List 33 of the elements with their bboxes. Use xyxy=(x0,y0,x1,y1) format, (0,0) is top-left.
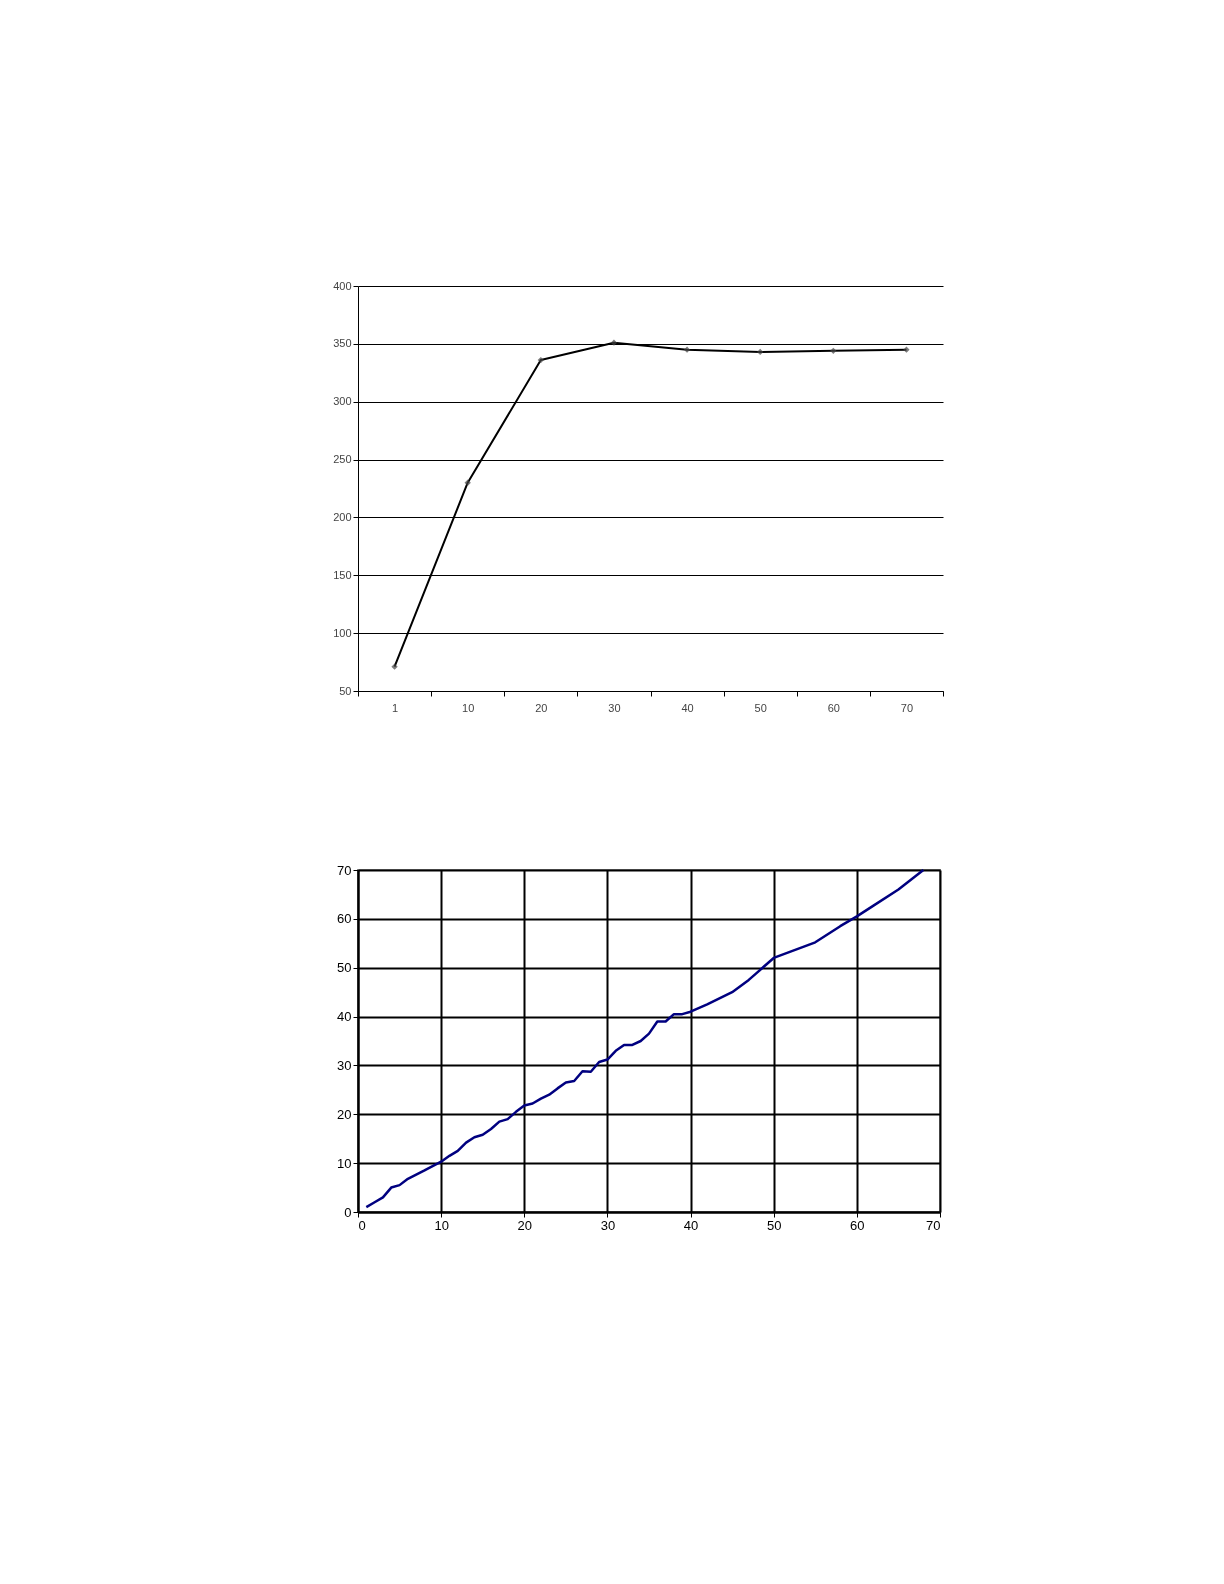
x-tick-label: 1 xyxy=(392,701,399,714)
y-tick-label: 200 xyxy=(333,510,352,523)
x-tick-label: 70 xyxy=(926,1217,941,1233)
x-tick-label: 40 xyxy=(683,1217,699,1233)
x-tick-label: 50 xyxy=(754,701,767,714)
y-tick-label: 30 xyxy=(337,1057,352,1073)
x-tick-label: 30 xyxy=(600,1217,616,1233)
y-tick-label: 400 xyxy=(333,279,352,292)
y-tick-label: 350 xyxy=(333,337,352,350)
y-tick-label: 50 xyxy=(337,960,352,976)
x-tick-label: 10 xyxy=(462,701,475,714)
y-tick-label: 100 xyxy=(333,626,352,639)
x-tick-label: 10 xyxy=(434,1217,449,1233)
x-tick-label: 60 xyxy=(850,1217,865,1233)
y-tick-label: 0 xyxy=(344,1204,352,1220)
y-tick-label: 50 xyxy=(339,684,352,697)
x-tick-label: 30 xyxy=(608,701,621,714)
x-tick-label: 20 xyxy=(517,1217,533,1233)
y-tick-label: 250 xyxy=(333,453,352,466)
y-tick-label: 70 xyxy=(337,862,352,878)
line-series xyxy=(365,868,925,1209)
y-tick-label: 300 xyxy=(333,395,352,408)
x-tick-label: 40 xyxy=(681,701,694,714)
x-tick-label: 50 xyxy=(766,1217,782,1233)
x-tick-label: 20 xyxy=(535,701,548,714)
y-tick-label: 60 xyxy=(337,911,352,927)
x-tick-label: 60 xyxy=(827,701,840,714)
y-tick-label: 150 xyxy=(333,568,352,581)
y-tick-label: 20 xyxy=(337,1106,352,1122)
x-tick-label: 70 xyxy=(900,701,914,714)
y-tick-label: 10 xyxy=(337,1155,352,1171)
x-tick-label: 0 xyxy=(358,1217,366,1233)
y-tick-label: 40 xyxy=(337,1009,352,1025)
